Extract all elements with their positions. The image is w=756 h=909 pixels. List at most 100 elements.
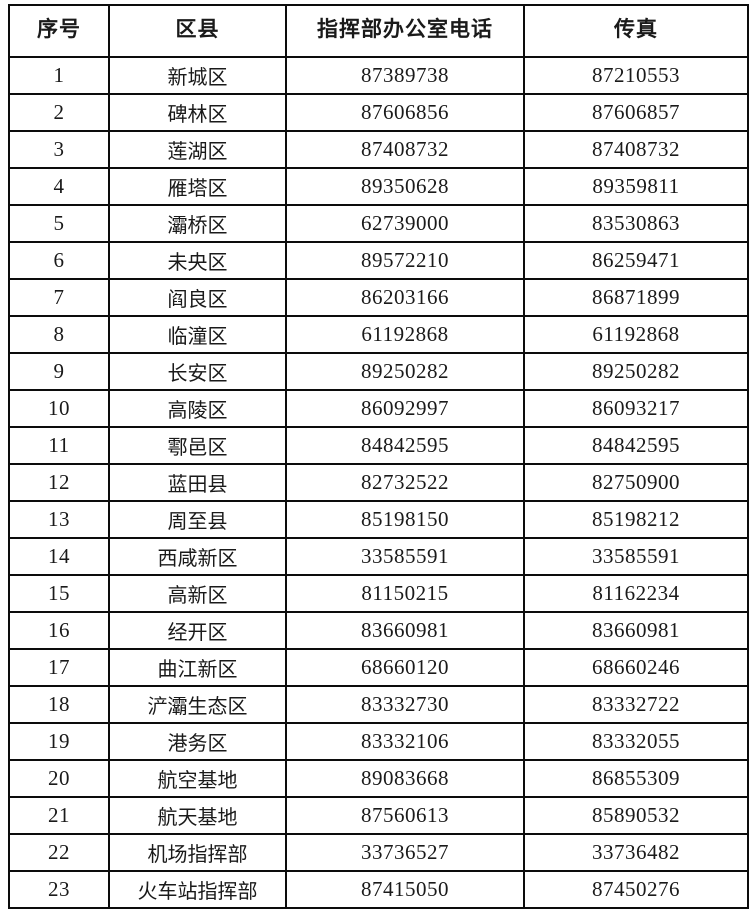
cell-fax: 87606857 — [523, 93, 749, 132]
table-row: 6 未央区 89572210 86259471 — [8, 241, 749, 280]
cell-fax: 83660981 — [523, 611, 749, 650]
cell-index: 8 — [8, 315, 110, 354]
cell-district: 港务区 — [108, 722, 287, 761]
cell-fax: 86093217 — [523, 389, 749, 428]
table-row: 11 鄠邑区 84842595 84842595 — [8, 426, 749, 465]
cell-fax: 82750900 — [523, 463, 749, 502]
cell-phone: 87606856 — [285, 93, 525, 132]
cell-phone: 83332106 — [285, 722, 525, 761]
cell-index: 9 — [8, 352, 110, 391]
cell-index: 16 — [8, 611, 110, 650]
cell-index: 15 — [8, 574, 110, 613]
cell-fax: 33736482 — [523, 833, 749, 872]
cell-index: 11 — [8, 426, 110, 465]
cell-index: 1 — [8, 56, 110, 95]
cell-fax: 83530863 — [523, 204, 749, 243]
cell-fax: 68660246 — [523, 648, 749, 687]
cell-phone: 89572210 — [285, 241, 525, 280]
cell-phone: 86203166 — [285, 278, 525, 317]
cell-phone: 82732522 — [285, 463, 525, 502]
cell-phone: 61192868 — [285, 315, 525, 354]
table-row: 18 浐灞生态区 83332730 83332722 — [8, 685, 749, 724]
cell-fax: 85890532 — [523, 796, 749, 835]
table-row: 7 阎良区 86203166 86871899 — [8, 278, 749, 317]
table-header: 序号 区县 指挥部办公室电话 传真 — [8, 4, 749, 58]
cell-phone: 89083668 — [285, 759, 525, 798]
cell-phone: 87389738 — [285, 56, 525, 95]
cell-district: 阎良区 — [108, 278, 287, 317]
table-row: 1 新城区 87389738 87210553 — [8, 56, 749, 95]
cell-fax: 81162234 — [523, 574, 749, 613]
cell-phone: 83660981 — [285, 611, 525, 650]
cell-fax: 87450276 — [523, 870, 749, 909]
table-row: 4 雁塔区 89350628 89359811 — [8, 167, 749, 206]
cell-index: 13 — [8, 500, 110, 539]
cell-district: 碑林区 — [108, 93, 287, 132]
cell-district: 临潼区 — [108, 315, 287, 354]
cell-district: 周至县 — [108, 500, 287, 539]
cell-index: 23 — [8, 870, 110, 909]
table-row: 16 经开区 83660981 83660981 — [8, 611, 749, 650]
table-body: 1 新城区 87389738 87210553 2 碑林区 87606856 87606857… — [8, 56, 749, 909]
cell-phone: 87560613 — [285, 796, 525, 835]
cell-district: 蓝田县 — [108, 463, 287, 502]
cell-index: 4 — [8, 167, 110, 206]
cell-index: 19 — [8, 722, 110, 761]
table-row: 17 曲江新区 68660120 68660246 — [8, 648, 749, 687]
cell-district: 高新区 — [108, 574, 287, 613]
cell-index: 10 — [8, 389, 110, 428]
cell-phone: 89350628 — [285, 167, 525, 206]
header-district: 区县 — [108, 4, 287, 58]
cell-phone: 33585591 — [285, 537, 525, 576]
cell-district: 鄠邑区 — [108, 426, 287, 465]
table-row: 5 灞桥区 62739000 83530863 — [8, 204, 749, 243]
cell-district: 航天基地 — [108, 796, 287, 835]
cell-fax: 89250282 — [523, 352, 749, 391]
table-header-row: 序号 区县 指挥部办公室电话 传真 — [8, 4, 749, 58]
cell-index: 18 — [8, 685, 110, 724]
cell-district: 雁塔区 — [108, 167, 287, 206]
cell-index: 7 — [8, 278, 110, 317]
cell-fax: 86871899 — [523, 278, 749, 317]
cell-district: 航空基地 — [108, 759, 287, 798]
cell-fax: 61192868 — [523, 315, 749, 354]
cell-district: 莲湖区 — [108, 130, 287, 169]
phone-directory-table: 序号 区县 指挥部办公室电话 传真 1 新城区 87389738 87210553 2 碑… — [8, 4, 749, 909]
cell-district: 新城区 — [108, 56, 287, 95]
cell-fax: 84842595 — [523, 426, 749, 465]
table-row: 23 火车站指挥部 87415050 87450276 — [8, 870, 749, 909]
cell-fax: 85198212 — [523, 500, 749, 539]
cell-phone: 87408732 — [285, 130, 525, 169]
cell-district: 火车站指挥部 — [108, 870, 287, 909]
cell-fax: 83332055 — [523, 722, 749, 761]
cell-phone: 86092997 — [285, 389, 525, 428]
cell-district: 机场指挥部 — [108, 833, 287, 872]
cell-index: 5 — [8, 204, 110, 243]
cell-fax: 87210553 — [523, 56, 749, 95]
cell-district: 经开区 — [108, 611, 287, 650]
table-row: 22 机场指挥部 33736527 33736482 — [8, 833, 749, 872]
cell-fax: 86855309 — [523, 759, 749, 798]
cell-district: 未央区 — [108, 241, 287, 280]
table-row: 19 港务区 83332106 83332055 — [8, 722, 749, 761]
table-row: 12 蓝田县 82732522 82750900 — [8, 463, 749, 502]
table-row: 13 周至县 85198150 85198212 — [8, 500, 749, 539]
cell-phone: 68660120 — [285, 648, 525, 687]
table-row: 2 碑林区 87606856 87606857 — [8, 93, 749, 132]
cell-district: 曲江新区 — [108, 648, 287, 687]
cell-fax: 33585591 — [523, 537, 749, 576]
table-row: 15 高新区 81150215 81162234 — [8, 574, 749, 613]
cell-phone: 33736527 — [285, 833, 525, 872]
table-row: 21 航天基地 87560613 85890532 — [8, 796, 749, 835]
cell-phone: 62739000 — [285, 204, 525, 243]
cell-district: 浐灞生态区 — [108, 685, 287, 724]
cell-phone: 85198150 — [285, 500, 525, 539]
header-index: 序号 — [8, 4, 110, 58]
cell-index: 12 — [8, 463, 110, 502]
cell-district: 西咸新区 — [108, 537, 287, 576]
cell-index: 17 — [8, 648, 110, 687]
cell-fax: 89359811 — [523, 167, 749, 206]
table-row: 9 长安区 89250282 89250282 — [8, 352, 749, 391]
cell-index: 3 — [8, 130, 110, 169]
cell-district: 高陵区 — [108, 389, 287, 428]
